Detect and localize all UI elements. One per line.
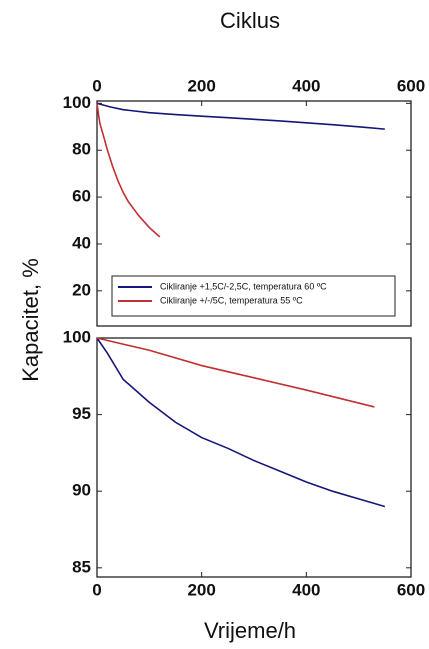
y-tick-label: 40: [72, 233, 91, 252]
x-tick-label: 0: [92, 76, 101, 95]
y-axis-label: Kapacitet, %: [18, 258, 43, 382]
legend-label: Cikliranje +/-/5C, temperatura 55 ºC: [160, 295, 303, 305]
plot-frame: [96, 337, 412, 578]
legend-label: Cikliranje +1,5C/-2,5C, temperatura 60 º…: [160, 281, 327, 291]
y-tick-label: 20: [72, 280, 91, 299]
plot-frame: [96, 100, 412, 327]
legend-box: [111, 275, 396, 317]
y-tick-label: 80: [72, 140, 91, 159]
y-tick-label: 100: [63, 327, 91, 346]
x-tick-label: 0: [92, 580, 101, 599]
x-axis-label: Vrijeme/h: [204, 618, 296, 643]
x-tick-label: 200: [187, 580, 215, 599]
data-line: [96, 337, 386, 508]
y-tick-label: 95: [72, 404, 91, 423]
y-tick-label: 85: [72, 557, 91, 576]
y-tick-label: 60: [72, 187, 91, 206]
x-axis-label: Ciklus: [220, 8, 280, 33]
x-tick-label: 600: [397, 580, 425, 599]
x-tick-label: 400: [292, 76, 320, 95]
y-tick-label: 90: [72, 481, 91, 500]
data-line: [96, 337, 375, 408]
data-line: [96, 102, 385, 130]
data-line: [96, 103, 161, 238]
y-tick-label: 100: [63, 93, 91, 112]
x-tick-label: 200: [187, 76, 215, 95]
x-tick-label: 400: [292, 580, 320, 599]
x-tick-label: 600: [397, 76, 425, 95]
